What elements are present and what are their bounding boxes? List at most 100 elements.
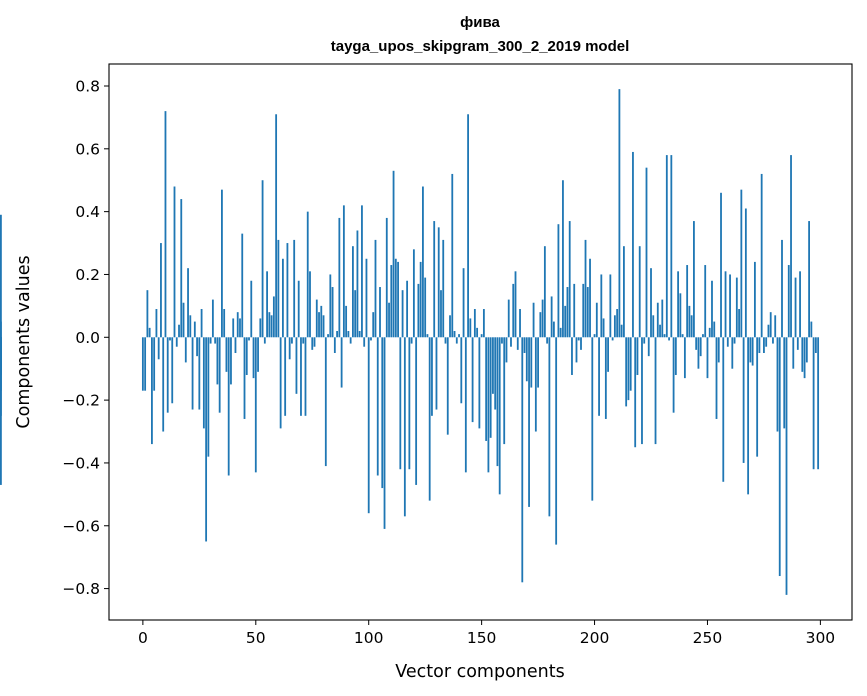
bar-154 <box>489 337 492 438</box>
bar-54 <box>263 337 266 344</box>
bar-229 <box>659 324 661 338</box>
bar-101 <box>370 337 372 341</box>
bar-193 <box>577 337 580 341</box>
bar-29 <box>207 337 210 457</box>
bar-165 <box>514 271 517 338</box>
bar-15 <box>175 337 178 347</box>
bar-279 <box>772 337 774 344</box>
bar-285 <box>785 337 788 595</box>
bar-173 <box>532 302 535 338</box>
bar-98 <box>363 337 366 347</box>
bar-17 <box>180 199 183 338</box>
y-tick-label: 0.0 <box>75 329 100 347</box>
bar-1 <box>144 337 147 391</box>
bar-141 <box>460 337 463 404</box>
bar-126 <box>426 334 429 338</box>
bar-51 <box>257 337 259 372</box>
bar-81 <box>324 337 327 467</box>
bar-269 <box>749 337 752 363</box>
bar-24 <box>196 337 198 357</box>
bar-203 <box>600 274 603 338</box>
y-tick-label: −0.6 <box>62 517 100 535</box>
bar-235 <box>672 337 675 413</box>
bar-225 <box>650 268 652 338</box>
bar-63 <box>284 337 287 416</box>
bar-280 <box>774 315 777 338</box>
bar-135 <box>446 337 449 435</box>
bar-35 <box>221 189 223 338</box>
bar-244 <box>693 221 695 338</box>
bar-58 <box>272 296 275 338</box>
bar-227 <box>654 337 657 445</box>
bar-131 <box>437 227 440 338</box>
bar-237 <box>677 271 680 338</box>
bar-52 <box>259 318 262 338</box>
bar-187 <box>564 305 567 338</box>
bar-232 <box>665 155 668 338</box>
bar-148 <box>476 327 479 338</box>
x-axis-label: Vector components <box>395 662 564 682</box>
bar-47 <box>248 337 250 341</box>
bar-79 <box>320 305 323 338</box>
bars-group <box>0 89 820 595</box>
bar-136 <box>449 315 451 338</box>
bar-108 <box>385 217 388 338</box>
bar-88 <box>340 337 343 388</box>
bar-146 <box>471 337 474 423</box>
bar-289 <box>794 277 797 338</box>
bar-117 <box>406 280 409 338</box>
bar-56 <box>268 312 271 338</box>
bar-129 <box>433 221 436 338</box>
bar-209 <box>613 315 616 338</box>
bar-82 <box>327 334 329 338</box>
bar-273 <box>758 337 761 353</box>
bar-23 <box>193 321 196 338</box>
y-tick-label: −0.8 <box>62 580 100 598</box>
bar-11 <box>166 337 169 413</box>
bar-184 <box>557 224 560 338</box>
bar-42 <box>236 312 239 338</box>
bar-213 <box>623 246 625 338</box>
chart-title: фива <box>460 14 500 31</box>
bar-25 <box>198 337 201 410</box>
bar-215 <box>627 337 630 401</box>
bar-55 <box>266 271 268 338</box>
bar-189 <box>568 221 571 338</box>
bar-12 <box>169 337 171 341</box>
bar-142 <box>462 268 465 338</box>
bar-67 <box>293 239 296 338</box>
bar-undefined <box>0 337 2 416</box>
bar-111 <box>392 170 395 338</box>
bar-91 <box>347 331 350 338</box>
bar-76 <box>313 337 316 347</box>
bar-97 <box>361 205 363 338</box>
bar-119 <box>410 337 413 344</box>
y-axis-ticks: −0.8 −0.6 −0.4 −0.2 0.0 0.2 0.4 0.6 0.8 <box>62 77 109 598</box>
bar-263 <box>735 277 738 338</box>
bar-195 <box>582 283 585 338</box>
bar-169 <box>523 337 526 353</box>
bar-298 <box>814 337 817 353</box>
bar-137 <box>451 173 454 338</box>
bar-266 <box>742 337 745 463</box>
y-tick-label: 0.2 <box>75 266 100 284</box>
bar-6 <box>155 309 158 338</box>
bar-163 <box>510 337 512 347</box>
bar-168 <box>521 337 524 583</box>
bar-57 <box>270 315 273 338</box>
bar-221 <box>641 337 643 445</box>
bar-14 <box>173 186 176 338</box>
bar-115 <box>401 290 404 338</box>
bar-287 <box>790 155 792 338</box>
bar-217 <box>632 151 634 338</box>
bar-218 <box>634 337 637 448</box>
bar-78 <box>318 312 320 338</box>
bar-242 <box>688 305 691 338</box>
plot-frame <box>108 63 853 621</box>
bar-205 <box>604 337 607 419</box>
bar-233 <box>668 337 670 341</box>
bar-45 <box>243 337 246 419</box>
bar-157 <box>496 337 499 467</box>
